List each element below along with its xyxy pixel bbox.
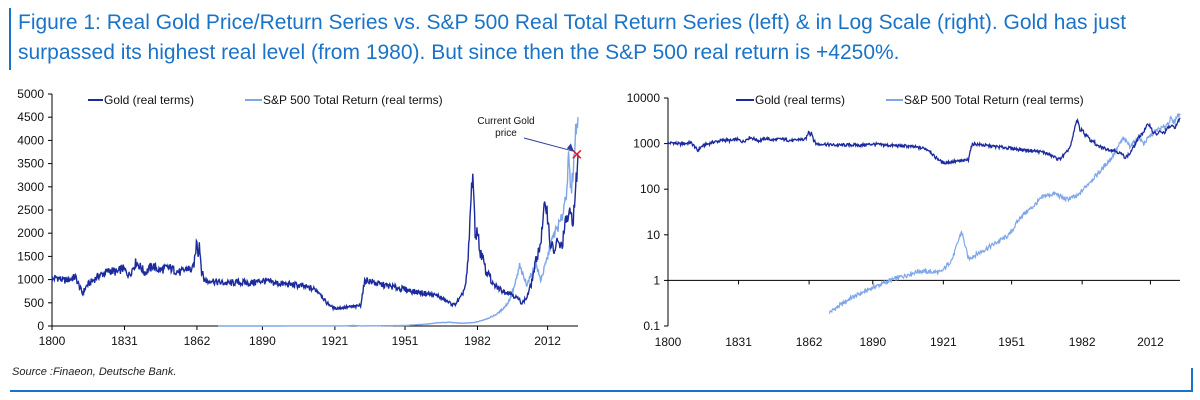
right-x-tick-label: 1890 <box>859 335 886 349</box>
left-y-tick-label: 4500 <box>17 110 44 124</box>
right-y-tick-label: 10000 <box>627 91 661 105</box>
right-x-tick-label: 1862 <box>796 335 823 349</box>
right-y-tick-label: 0.1 <box>643 319 660 333</box>
left-y-tick-label: 2000 <box>17 226 44 240</box>
frame-right-rule <box>1191 368 1193 392</box>
left-legend-gold-label: Gold (real terms) <box>104 93 194 107</box>
frame-bottom-rule <box>10 390 1193 392</box>
right-legend-gold-label: Gold (real terms) <box>755 93 845 107</box>
right-y-tick-label: 10 <box>647 228 661 242</box>
annotation-arrow-head <box>566 143 574 152</box>
left-x-tick-label: 1982 <box>464 334 491 348</box>
left-y-tick-label: 1000 <box>17 273 44 287</box>
left-y-tick-label: 0 <box>37 319 44 333</box>
left-legend-sp500-label: S&P 500 Total Return (real terms) <box>263 93 443 107</box>
annotation-label-line2: price <box>495 128 517 139</box>
left-y-tick-label: 2500 <box>17 203 44 217</box>
left-sp500-series-line <box>218 117 579 327</box>
right-x-tick-label: 1982 <box>1069 335 1096 349</box>
annotation-arrow-line <box>523 137 574 152</box>
annotation-label-line1: Current Gold <box>477 116 534 127</box>
right-x-tick-label: 1951 <box>998 335 1025 349</box>
left-y-tick-label: 1500 <box>17 249 44 263</box>
right-y-tick-label: 1 <box>653 273 660 287</box>
right-legend-sp500-label: S&P 500 Total Return (real terms) <box>904 93 1084 107</box>
right-y-tick-label: 1000 <box>633 137 660 151</box>
left-x-tick-label: 2012 <box>534 334 561 348</box>
left-x-tick-label: 1890 <box>249 334 276 348</box>
right-y-tick-label: 100 <box>640 182 660 196</box>
left-x-tick-label: 1831 <box>111 334 138 348</box>
left-x-tick-label: 1800 <box>39 334 66 348</box>
right-x-tick-label: 1831 <box>725 335 752 349</box>
left-y-tick-label: 500 <box>24 296 44 310</box>
left-y-tick-label: 5000 <box>17 87 44 101</box>
right-x-tick-label: 1800 <box>655 335 682 349</box>
right-gold-series-line <box>667 117 1181 165</box>
frame-left-rule <box>9 8 11 70</box>
right-sp500-series-line <box>829 112 1181 314</box>
left-y-tick-label: 3000 <box>17 180 44 194</box>
source-note: Source :Finaeon, Deutsche Bank. <box>12 366 177 378</box>
left-x-tick-label: 1862 <box>184 334 211 348</box>
right-x-tick-label: 1921 <box>930 335 957 349</box>
left-y-tick-label: 3500 <box>17 157 44 171</box>
left-gold-series-line <box>51 154 579 312</box>
left-y-tick-label: 4000 <box>17 133 44 147</box>
right-x-tick-label: 2012 <box>1137 335 1164 349</box>
left-x-tick-label: 1921 <box>322 334 349 348</box>
figure-title: Figure 1: Real Gold Price/Return Series … <box>18 11 1127 64</box>
left-x-tick-label: 1951 <box>392 334 419 348</box>
current-gold-marker-b <box>572 149 582 159</box>
